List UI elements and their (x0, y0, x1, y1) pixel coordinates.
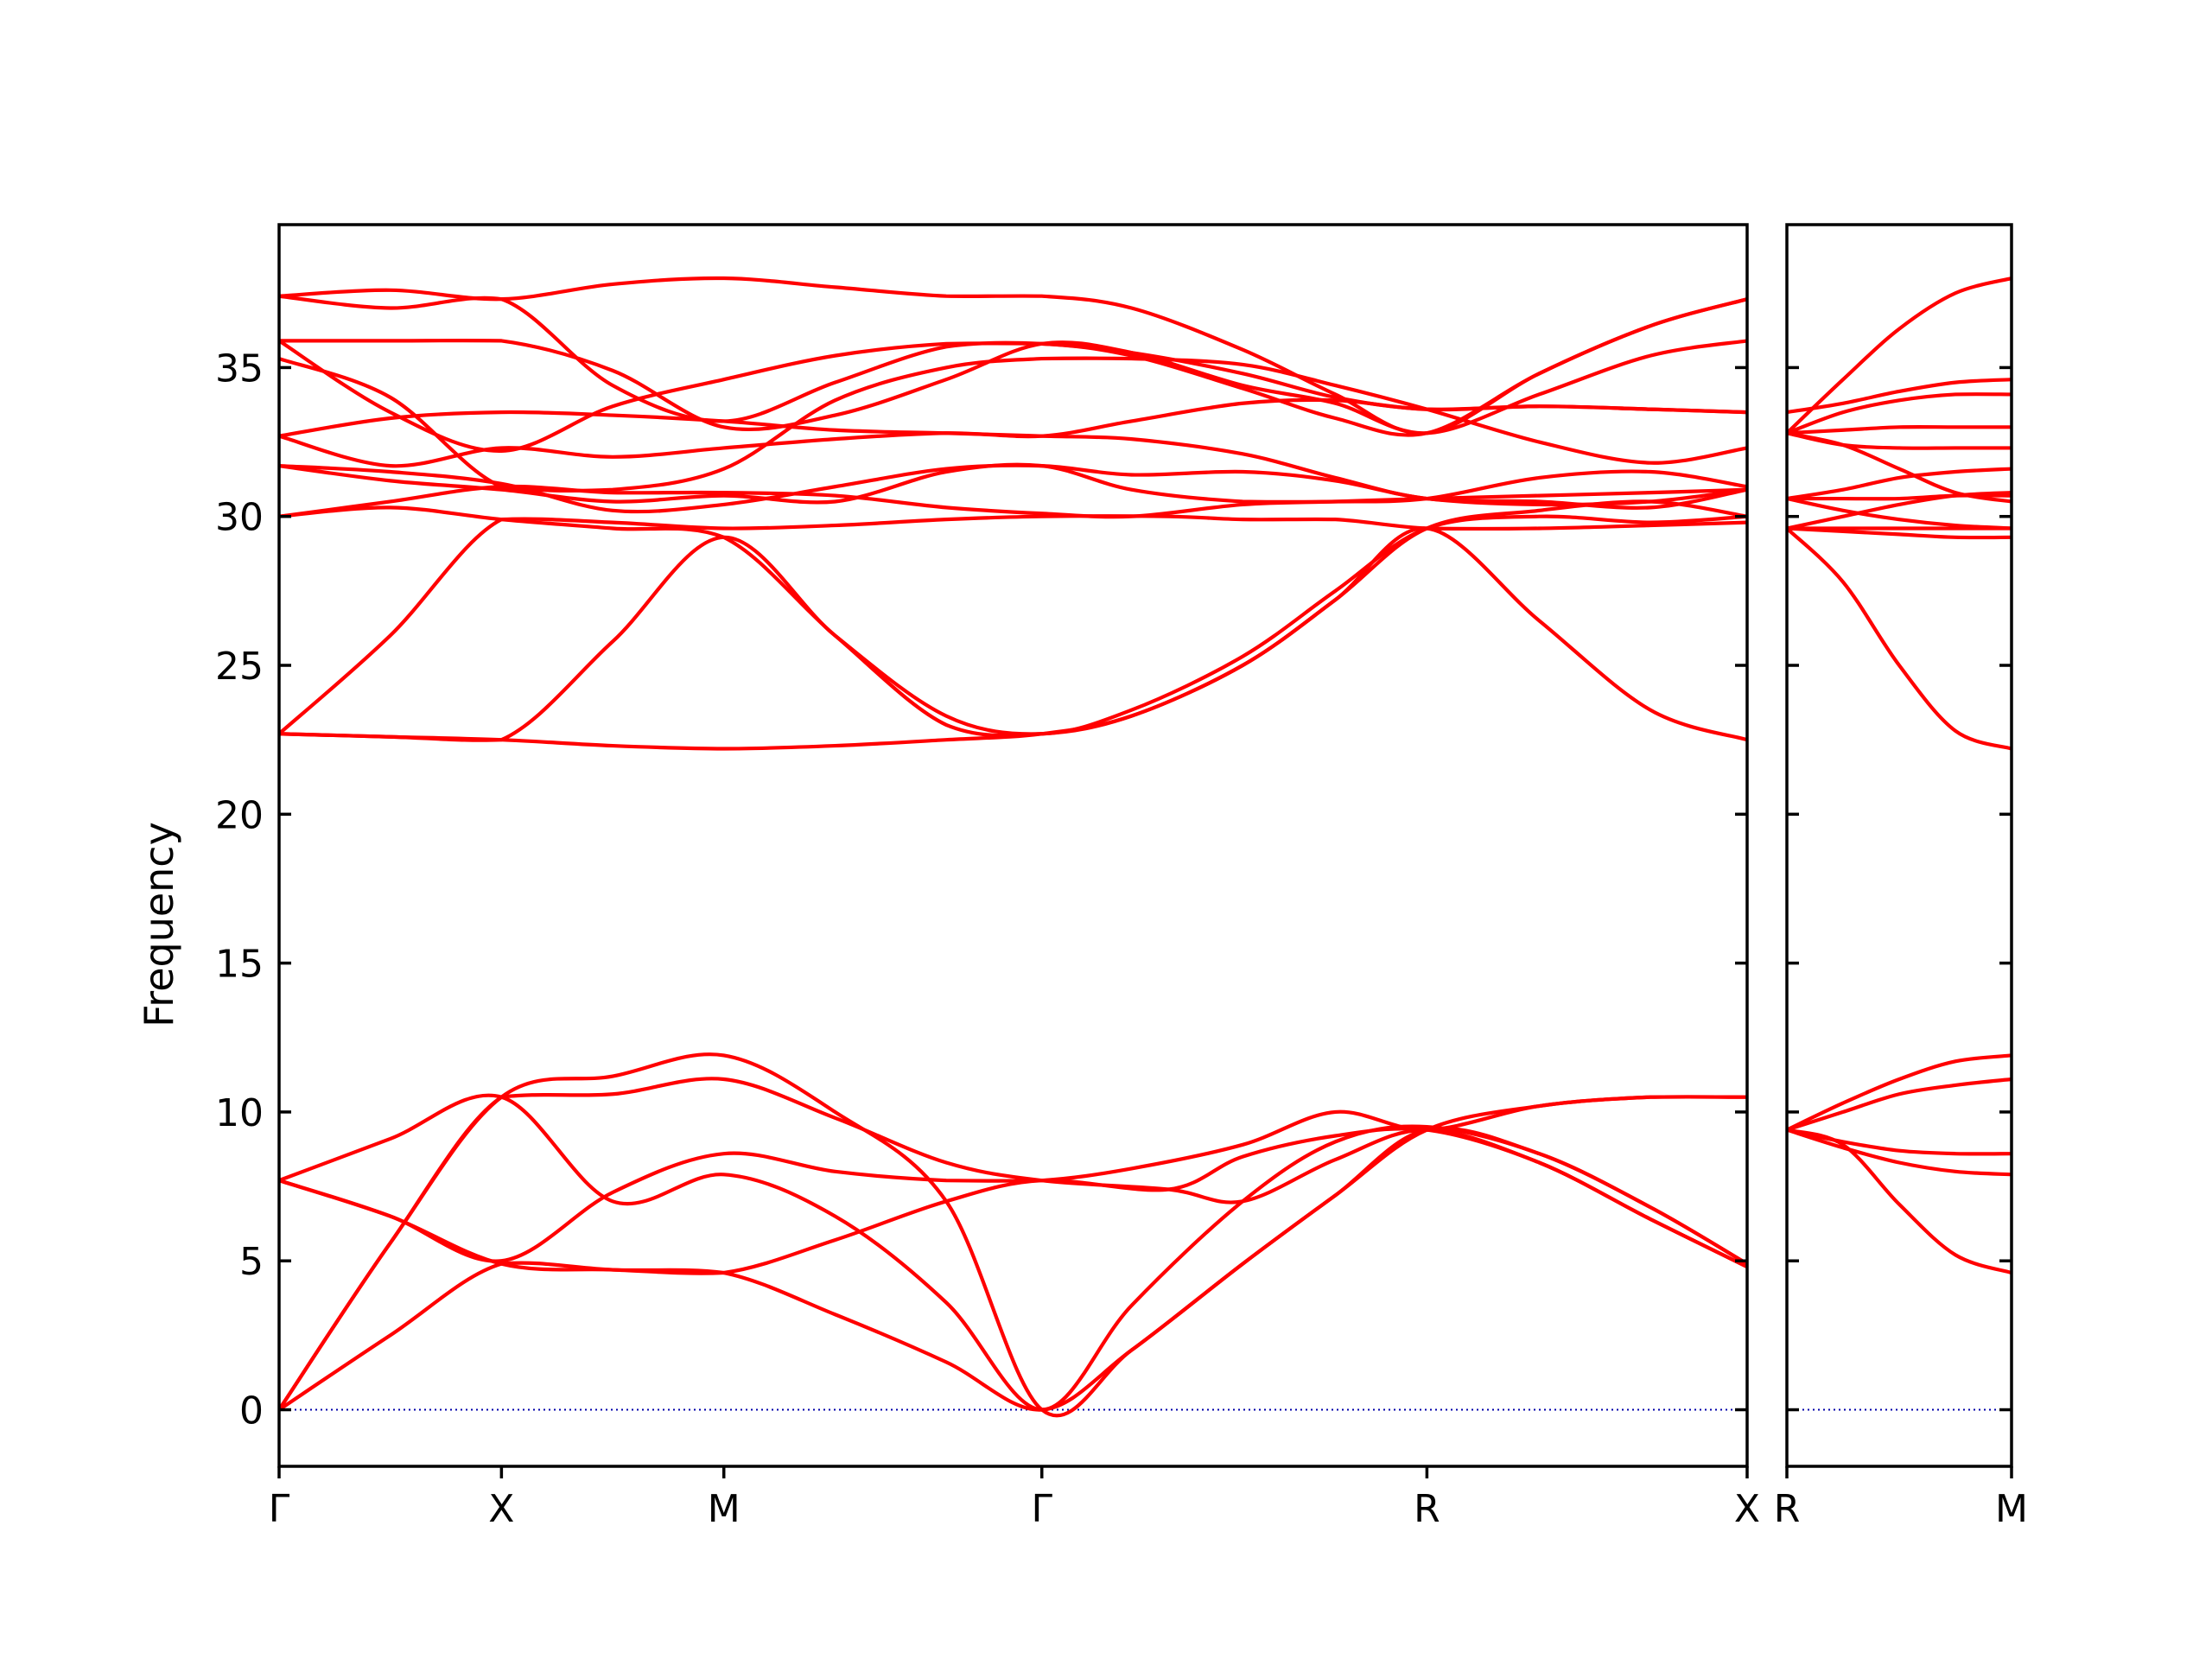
band-5 (1787, 1053, 2012, 1132)
x-tick-label: Γ (269, 1487, 290, 1531)
band-10 (1787, 496, 2012, 531)
y-tick-label: 5 (239, 1240, 264, 1284)
panel-main: 0 5 10 15 20 25 30 35 Γ X M Γ R X (215, 223, 1760, 1531)
band-series-group (279, 276, 1747, 1418)
y-tick-label: 15 (215, 943, 264, 987)
band-12 (1787, 467, 2012, 501)
y-tick-label: 20 (215, 793, 264, 837)
band-3 (1787, 1128, 2012, 1156)
band-16 (1787, 392, 2012, 435)
y-tick-label: 10 (215, 1091, 264, 1135)
band-5 (279, 1093, 1747, 1412)
band-6 (279, 1127, 1747, 1275)
band-6 (1787, 526, 2012, 751)
x-tick-label: Γ (1031, 1487, 1052, 1531)
band-16 (279, 356, 1747, 493)
plot-frame (277, 223, 1749, 1468)
band-2 (1787, 1128, 2012, 1177)
band-18 (1787, 276, 2012, 435)
band-series-group (1787, 276, 2012, 1275)
y-tick-label: 35 (215, 346, 264, 391)
y-tick-label: 0 (239, 1389, 264, 1433)
band-8 (279, 514, 1747, 736)
band-15 (1787, 424, 2012, 435)
plot-frame (1785, 223, 2013, 1468)
band-20 (279, 276, 1747, 435)
x-tick-label: R (1774, 1487, 1801, 1531)
band-19 (279, 294, 1747, 437)
x-tick-label: X (1734, 1487, 1760, 1531)
band-4 (279, 1095, 1747, 1263)
band-9 (279, 514, 1747, 742)
band-7 (1787, 526, 2012, 540)
band-10 (279, 484, 1747, 519)
band-13 (1787, 431, 2012, 504)
band-7 (279, 526, 1747, 751)
band-11 (279, 499, 1747, 738)
band-14 (279, 410, 1747, 510)
x-tick-label: M (1995, 1487, 2028, 1531)
y-tick-label: 25 (215, 645, 264, 689)
band-15 (279, 397, 1747, 468)
x-tick-label: X (488, 1487, 514, 1531)
y-tick-label: 30 (215, 496, 264, 540)
x-tick-label: R (1414, 1487, 1440, 1531)
y-axis-label: Frequency (136, 822, 182, 1027)
band-4 (1787, 1077, 2012, 1132)
band-17 (279, 339, 1747, 435)
x-tick-label: M (708, 1487, 741, 1531)
band-17 (1787, 378, 2012, 415)
band-14 (1787, 431, 2012, 450)
